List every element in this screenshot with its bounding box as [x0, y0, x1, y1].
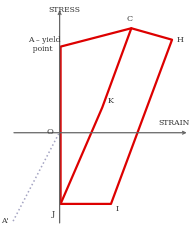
Text: A': A' — [2, 217, 9, 225]
Text: I: I — [116, 205, 119, 213]
Text: K: K — [108, 97, 114, 105]
Text: STRESS: STRESS — [48, 6, 80, 14]
Text: J: J — [52, 210, 55, 218]
Text: H: H — [177, 36, 184, 44]
Text: STRAIN: STRAIN — [158, 119, 190, 127]
Text: O: O — [46, 128, 53, 136]
Text: C: C — [126, 15, 132, 22]
Text: A – yield
  point: A – yield point — [28, 36, 60, 53]
